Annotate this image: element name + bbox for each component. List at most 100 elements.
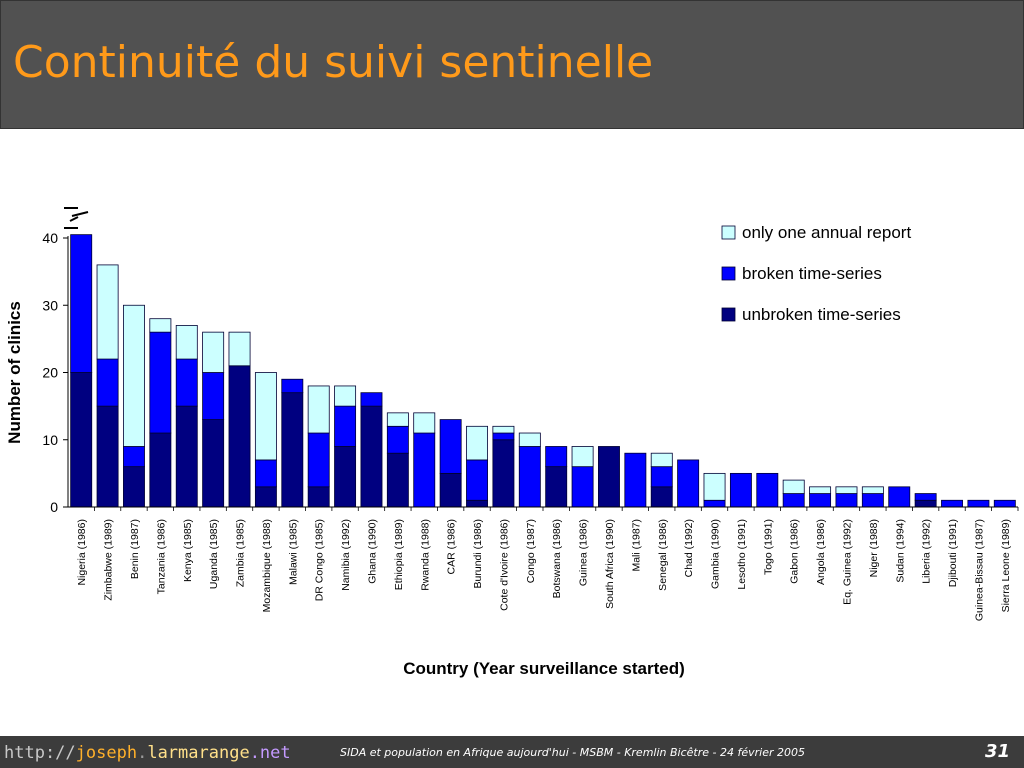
bar-benin-1987-series-1 (123, 446, 145, 468)
bar-mozambique-1988-series-0 (254, 486, 277, 508)
axis-break-mark (64, 207, 89, 229)
bar-malawi-1985-series-0 (281, 392, 304, 508)
x-tick-label: Ghana (1990) (366, 519, 378, 584)
bar-senegal-1986-series-2 (650, 452, 673, 468)
x-tick-label: Rwanda (1988) (419, 519, 431, 591)
bar-uganda-1985-series-0 (202, 419, 225, 508)
x-axis-title: Country (Year surveillance started) (403, 659, 685, 678)
bar-rwanda-1988-series-2 (413, 412, 436, 434)
y-tick-label: 40 (42, 230, 58, 246)
bar-sierra-leone-1989-series-1 (993, 499, 1016, 508)
x-tick-label: Chad (1992) (683, 519, 695, 577)
legend-label: unbroken time-series (742, 305, 901, 324)
bar-gabon-1986-series-2 (782, 479, 805, 494)
bar-ghana-1990-series-0 (360, 405, 383, 508)
x-tick-label: Kenya (1985) (182, 519, 194, 582)
y-tick-label: 20 (42, 365, 58, 381)
bar-zimbabwe-1989-series-1 (96, 358, 119, 407)
bar-zimbabwe-1989-series-0 (96, 405, 119, 508)
bar-mozambique-1988-series-2 (254, 372, 277, 461)
bar-dr-congo-1985-series-1 (307, 432, 330, 488)
x-tick-label: Zambia (1985) (235, 519, 247, 587)
legend: only one annual report broken time-series… (721, 223, 911, 324)
bar-burundi-1986-series-0 (466, 499, 488, 508)
x-tick-label: Cote d'Ivoire (1986) (498, 519, 510, 611)
x-tick-label: Niger (1988) (868, 519, 880, 577)
bar-burundi-1986-series-1 (466, 459, 488, 501)
axis-break-line (71, 211, 89, 217)
bar-car-1986-series-1 (439, 419, 462, 474)
bar-benin-1987-series-0 (123, 466, 145, 508)
bar-zambia-1985-series-2 (228, 331, 251, 367)
x-tick-label: Mozambique (1988) (261, 519, 273, 612)
url-part: . (137, 743, 148, 763)
x-tick-label: DR Congo (1985) (314, 519, 326, 601)
bar-liberia-1992-series-0 (914, 499, 937, 508)
bar-tanzania-1986-series-2 (149, 318, 172, 333)
bar-namibia-1992-series-2 (334, 385, 357, 407)
bar-niger-1988-series-1 (861, 493, 884, 508)
bar-guinea-1986-series-1 (571, 466, 594, 508)
bar-guinea-bissau-1987-series-1 (967, 499, 990, 508)
bar-eq-guinea-1992-series-1 (835, 493, 858, 508)
x-tick-label: Burundi (1986) (472, 519, 484, 588)
bar-ethiopia-1989-series-1 (386, 425, 409, 454)
x-tick-label: Lesotho (1991) (736, 519, 748, 590)
bar-kenya-1985-series-0 (175, 405, 198, 508)
x-tick-label: Eq. Guinea (1992) (841, 519, 853, 605)
bar-angola-1986-series-2 (809, 486, 832, 494)
bar-south-africa-1990-series-0 (598, 446, 620, 508)
bar-cote-d-ivoire-1986-series-2 (492, 425, 515, 434)
legend-swatch (721, 225, 736, 240)
footer-url[interactable]: http://joseph.larmarange.net (4, 743, 291, 763)
x-axis-ticks: Nigeria (1986) Zimbabwe (1989) Benin (1987… (76, 507, 1019, 621)
bar-kenya-1985-series-2 (175, 325, 198, 360)
x-tick-label: Zimbabwe (1989) (103, 519, 115, 601)
url-part: http:// (4, 743, 76, 763)
x-tick-label: South Africa (1990) (604, 519, 616, 609)
bar-malawi-1985-series-1 (281, 378, 304, 394)
bar-sudan-1994-series-1 (888, 486, 911, 508)
bar-mali-1987-series-1 (624, 452, 647, 508)
x-tick-label: Namibia (1992) (340, 519, 352, 591)
slide-title: Continuité du suivi sentinelle (13, 37, 654, 88)
bar-namibia-1992-series-1 (334, 405, 357, 447)
legend-label: broken time-series (742, 264, 882, 283)
y-axis-title: Number of clinics (5, 301, 24, 444)
bar-dr-congo-1985-series-0 (307, 486, 330, 508)
bar-nigeria-1986-series-0 (70, 372, 93, 508)
legend-swatch (721, 307, 736, 322)
x-tick-label: Guinea-Bissau (1987) (973, 519, 985, 621)
x-tick-label: Sierra Leone (1989) (1000, 519, 1012, 612)
bar-guinea-1986-series-2 (571, 446, 594, 468)
bar-car-1986-series-0 (439, 472, 462, 508)
bar-nigeria-1986-series-1 (70, 234, 93, 373)
bar-uganda-1985-series-1 (202, 372, 225, 420)
x-tick-label: Mali (1987) (630, 519, 642, 572)
bar-lesotho-1991-series-1 (729, 472, 752, 508)
x-tick-label: Gabon (1986) (789, 519, 801, 584)
legend-label: only one annual report (742, 223, 911, 242)
stacked-bar-chart: Number of clinics 0 10 20 30 40 Nigeria (198… (5, 207, 1019, 678)
slide-header: Continuité du suivi sentinelle (0, 0, 1024, 129)
x-tick-label: Liberia (1992) (921, 519, 933, 584)
x-axis-title-text: Country (Year surveillance started) (403, 659, 685, 678)
bar-liberia-1992-series-1 (914, 493, 937, 501)
bar-gabon-1986-series-1 (782, 493, 805, 508)
y-tick-label: 0 (50, 499, 58, 515)
bar-tanzania-1986-series-0 (149, 432, 172, 508)
page-number: 31 (984, 741, 1010, 762)
bars (70, 234, 1016, 508)
bar-gambia-1990-series-1 (703, 499, 726, 508)
x-tick-label: Botswana (1986) (551, 519, 563, 598)
x-tick-label: CAR (1986) (446, 519, 458, 574)
bar-botswana-1986-series-0 (545, 466, 568, 508)
url-part: joseph (75, 743, 138, 763)
bar-ghana-1990-series-1 (360, 392, 383, 407)
bar-gambia-1990-series-2 (703, 472, 726, 501)
bar-namibia-1992-series-0 (334, 446, 357, 508)
x-tick-label: Guinea (1986) (578, 519, 590, 586)
y-axis-title-text: Number of clinics (5, 301, 24, 444)
bar-eq-guinea-1992-series-2 (835, 486, 858, 494)
x-tick-label: Senegal (1986) (657, 519, 669, 591)
